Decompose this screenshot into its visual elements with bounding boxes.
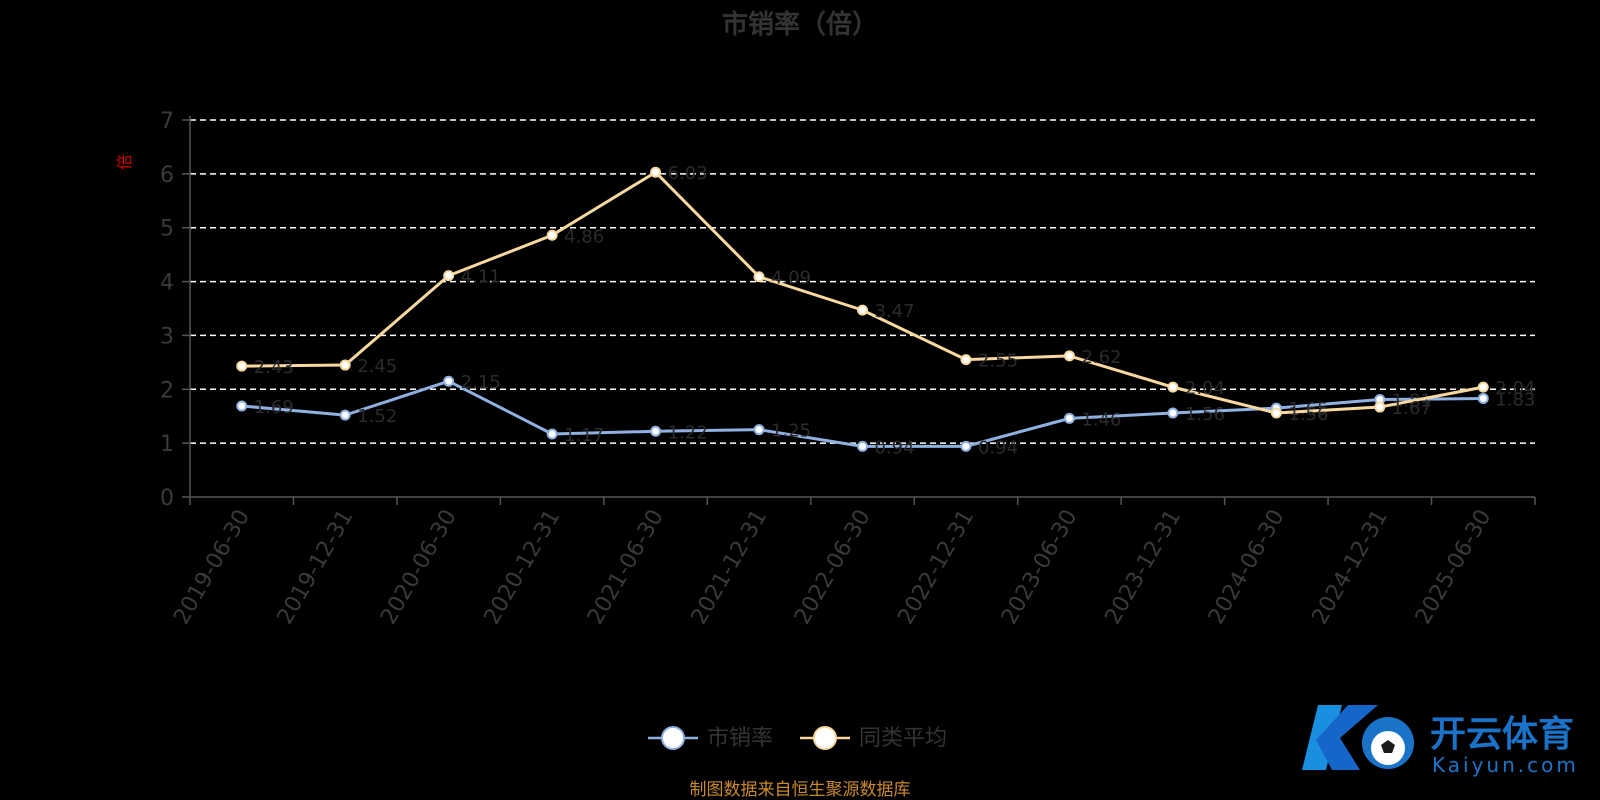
data-label: 1.56 (1185, 404, 1225, 425)
data-point[interactable] (1167, 381, 1179, 393)
data-label: 2.15 (461, 372, 501, 393)
grid (190, 119, 1535, 444)
data-point[interactable] (339, 359, 351, 371)
data-point[interactable] (1167, 407, 1179, 419)
data-label: 1.17 (564, 425, 604, 446)
data-point[interactable] (857, 440, 868, 452)
data-label: 1.65 (1288, 399, 1328, 420)
data-point[interactable] (443, 375, 455, 387)
y-tick-label: 3 (160, 324, 174, 349)
data-point[interactable] (960, 354, 972, 366)
legend: 市销率 同类平均 (648, 726, 947, 751)
data-label: 2.43 (254, 357, 294, 378)
y-tick-label: 0 (160, 486, 174, 511)
data-label: 1.83 (1495, 389, 1535, 410)
y-tick-label: 2 (160, 378, 174, 403)
data-point[interactable] (1063, 350, 1075, 362)
legend-marker (813, 726, 837, 750)
data-label: 4.86 (564, 226, 604, 247)
x-tick-label: 2021-12-31 (687, 506, 773, 629)
data-point[interactable] (753, 271, 765, 283)
data-label: 2.45 (357, 356, 397, 377)
source-note: 制图数据来自恒生聚源数据库 (690, 780, 911, 800)
x-tick-label: 2019-06-30 (169, 506, 255, 629)
x-tick-label: 2020-12-31 (480, 506, 566, 629)
data-label: 1.46 (1081, 409, 1121, 430)
y-tick-label: 4 (160, 271, 174, 296)
data-point[interactable] (1063, 412, 1075, 424)
data-point[interactable] (339, 409, 351, 421)
data-point[interactable] (236, 400, 248, 412)
y-tick-label: 6 (160, 163, 174, 188)
x-tick-label: 2023-06-30 (997, 506, 1083, 629)
data-point[interactable] (650, 425, 662, 437)
x-tick-label: 2021-06-30 (583, 506, 669, 629)
data-point[interactable] (753, 424, 765, 436)
x-tick-label: 2025-06-30 (1411, 506, 1497, 629)
data-label: 0.94 (875, 437, 915, 458)
data-point[interactable] (546, 229, 558, 241)
data-label: 2.04 (1495, 378, 1535, 399)
data-point[interactable] (857, 304, 868, 316)
data-label: 0.94 (978, 437, 1018, 458)
data-label: 2.04 (1185, 378, 1225, 399)
data-label: 4.09 (771, 268, 811, 289)
watermark-logo: 开云体育 Kaiyun.com (1302, 705, 1579, 777)
data-label: 1.25 (771, 421, 811, 442)
watermark-name: 开云体育 (1430, 714, 1574, 755)
data-point[interactable] (1374, 401, 1386, 413)
y-tick-label: 5 (160, 217, 174, 242)
data-label: 1.67 (1392, 398, 1432, 419)
legend-label: 同类平均 (859, 726, 947, 751)
data-label: 6.03 (668, 163, 708, 184)
data-point[interactable] (1477, 381, 1489, 393)
data-point[interactable] (960, 440, 972, 452)
y-axis-label: 倍 (115, 154, 134, 170)
series-line (241, 170, 1484, 415)
x-tick-label: 2022-12-31 (894, 506, 980, 629)
data-label: 1.69 (254, 397, 294, 418)
data-point[interactable] (1477, 392, 1489, 404)
kaiyun-logo-icon (1302, 705, 1414, 770)
watermark-domain: Kaiyun.com (1432, 753, 1579, 777)
x-tick-label: 2023-12-31 (1101, 506, 1187, 629)
data-label: 2.62 (1081, 347, 1121, 368)
data-label: 2.55 (978, 351, 1018, 372)
data-label: 1.52 (357, 406, 397, 427)
legend-item[interactable]: 市销率 (648, 726, 773, 751)
x-tick-label: 2024-06-30 (1204, 506, 1290, 629)
data-point[interactable] (443, 270, 455, 282)
chart-title: 市销率（倍） (722, 9, 878, 40)
series: 1.69 1.52 2.15 1.17 1.22 1.25 0.94 0.94 1.46 1.56… (236, 163, 1535, 458)
data-label: 1.56 (1288, 404, 1328, 425)
data-point[interactable] (236, 360, 248, 372)
legend-item[interactable]: 同类平均 (800, 726, 947, 751)
data-label: 3.47 (875, 301, 915, 322)
data-label: 4.11 (461, 267, 501, 288)
y-tick-label: 7 (160, 109, 174, 134)
data-point[interactable] (1270, 407, 1282, 419)
x-tick-label: 2024-12-31 (1307, 506, 1393, 629)
y-tick-label: 1 (160, 432, 174, 457)
legend-label: 市销率 (707, 726, 773, 751)
x-tick-label: 2019-12-31 (273, 506, 359, 629)
data-label: 1.22 (668, 422, 708, 443)
x-tick-label: 2022-06-30 (790, 506, 876, 629)
legend-marker (661, 726, 685, 750)
data-point[interactable] (650, 166, 662, 178)
data-point[interactable] (546, 428, 558, 440)
x-tick-label: 2020-06-30 (376, 505, 462, 628)
